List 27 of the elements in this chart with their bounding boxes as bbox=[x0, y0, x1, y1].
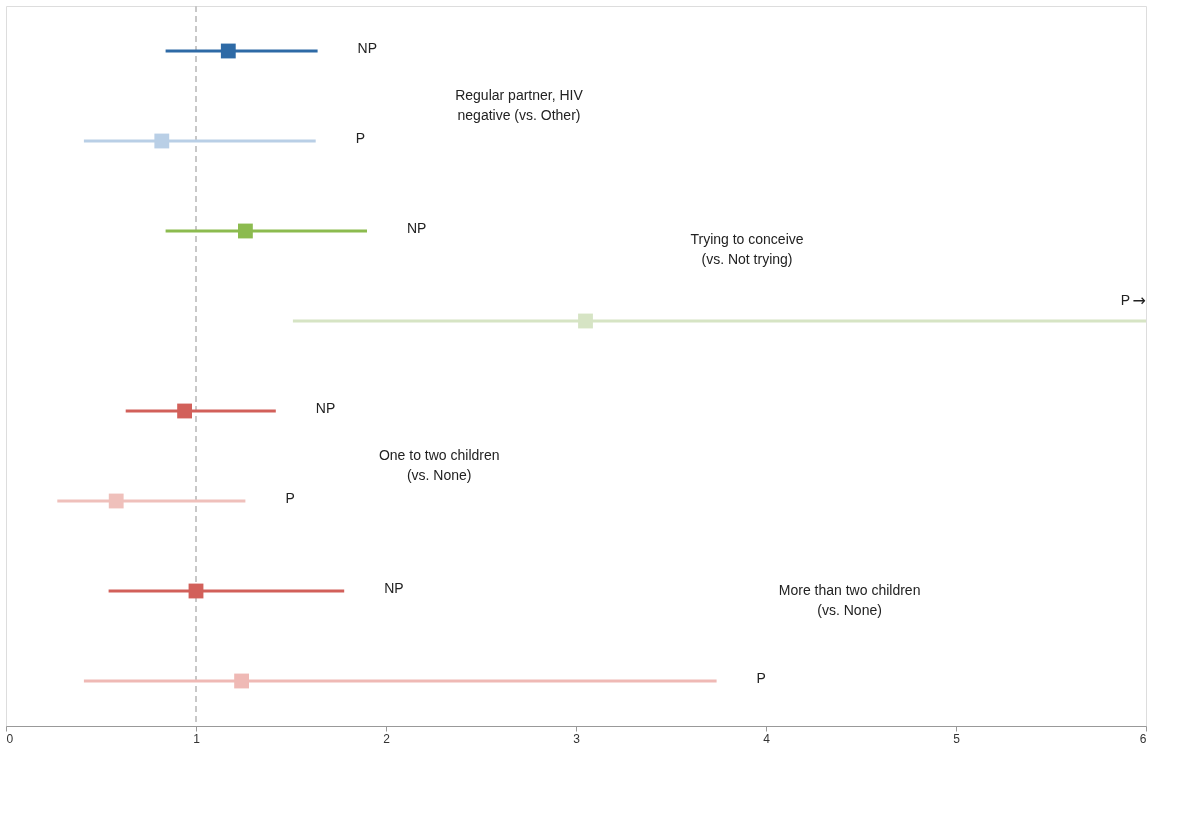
point bbox=[237, 223, 253, 239]
x-tick-label: 4 bbox=[763, 731, 771, 746]
text: P bbox=[756, 670, 766, 686]
annotation: More than two children (vs. None) bbox=[778, 582, 921, 618]
annotation: Regular partner, HIV negative (vs. Other) bbox=[455, 87, 584, 123]
point bbox=[177, 403, 193, 419]
x-tick-label: 0 bbox=[6, 731, 14, 746]
text: NP bbox=[315, 400, 336, 416]
text: P bbox=[355, 130, 366, 146]
x-tick-label: 2 bbox=[383, 731, 391, 746]
text: P bbox=[285, 490, 295, 506]
x-tick-label: 6 bbox=[1139, 731, 1147, 746]
text: NP bbox=[407, 220, 427, 236]
x-tick-label: 1 bbox=[193, 731, 201, 746]
point bbox=[108, 493, 124, 509]
point bbox=[234, 673, 250, 689]
annotation: → bbox=[1132, 291, 1146, 310]
x-tick-label: 5 bbox=[953, 731, 961, 746]
annotation: Trying to conceive (vs. Not trying) bbox=[690, 231, 804, 267]
point bbox=[154, 133, 170, 149]
x-tick-label: 3 bbox=[573, 731, 581, 746]
point bbox=[220, 43, 236, 59]
text: NP bbox=[384, 580, 404, 596]
text: P bbox=[1120, 292, 1130, 308]
text: NP bbox=[357, 40, 378, 56]
annotation: One to two children (vs. None) bbox=[378, 447, 500, 483]
point bbox=[578, 313, 593, 329]
